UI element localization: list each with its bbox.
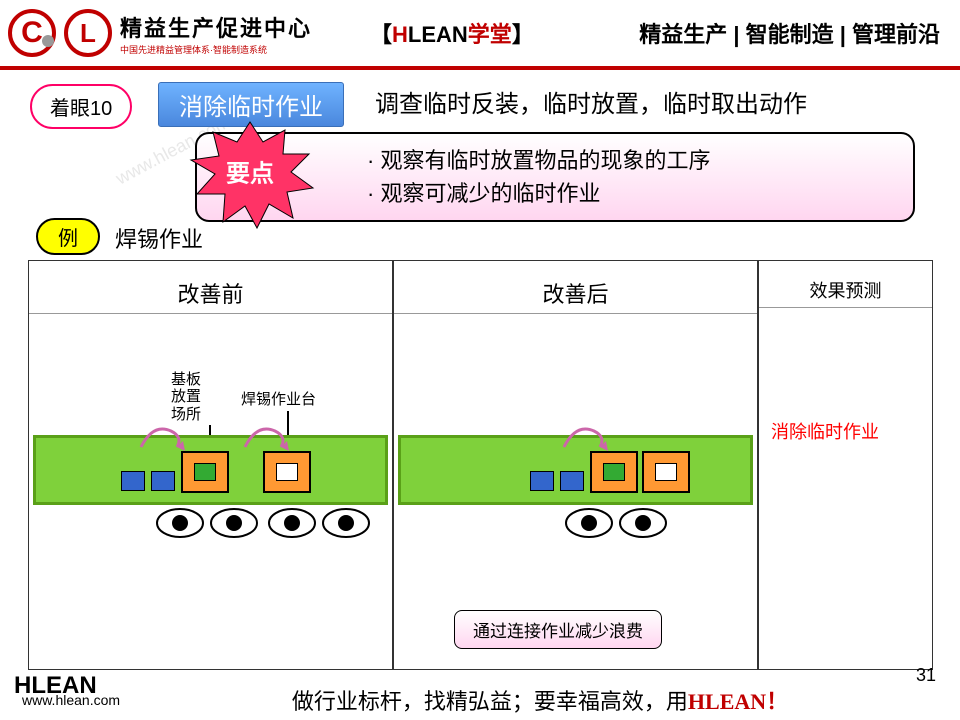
panel-before-title: 改善前 <box>29 261 392 314</box>
eyes-icon <box>267 506 371 540</box>
footer: www.hlean.com 做行业标杆，找精弘益；要幸福高效，用HLEAN！ <box>0 680 960 720</box>
header: C L 精益生产促进中心 中国先进精益管理体系·智能制造系统 【HLEAN学堂】… <box>0 0 960 70</box>
panel-after-title: 改善后 <box>394 261 757 314</box>
keypoint-star-label: 要点 <box>226 156 274 192</box>
panel-after: 改善后 通过连接作业减少浪费 <box>393 260 758 670</box>
small-block-icon <box>121 471 145 491</box>
orange-block-icon <box>642 451 690 493</box>
keypoint-box: 要点 · 观察有临时放置物品的现象的工序 · 观察可减少的临时作业 <box>195 132 915 222</box>
orange-block-icon <box>263 451 311 493</box>
logo-area: C L 精益生产促进中心 中国先进精益管理体系·智能制造系统 <box>0 4 350 62</box>
action-description: 调查临时反装，临时放置，临时取出动作 <box>375 84 807 119</box>
panel-effect: 效果预测 消除临时作业 <box>758 260 933 670</box>
footer-slogan: 做行业标杆，找精弘益；要幸福高效，用HLEAN！ <box>120 684 960 716</box>
orange-block-icon <box>590 451 638 493</box>
small-block-icon <box>560 471 584 491</box>
hlean-badge: 【HLEAN学堂】 <box>370 17 534 49</box>
keypoint-line1: · 观察有临时放置物品的现象的工序 <box>367 144 893 177</box>
eyes-icon <box>564 506 668 540</box>
small-block-icon <box>151 471 175 491</box>
eyes-icon <box>155 506 259 540</box>
footer-url: www.hlean.com <box>22 692 120 708</box>
logo-l-icon: L <box>64 9 112 57</box>
annotation-soldering-station: 焊锡作业台 <box>241 391 316 408</box>
keypoint-star-icon: 要点 <box>175 120 325 230</box>
logo-c-icon: C <box>8 9 56 57</box>
header-tagline: 精益生产 | 智能制造 | 管理前沿 <box>639 17 940 49</box>
block-group <box>121 451 311 493</box>
panel-before: 改善前 基板 放置 场所 焊锡作业台 <box>28 260 393 670</box>
orange-block-icon <box>181 451 229 493</box>
focus-badge: 着眼10 <box>30 84 132 129</box>
logo-subtitle: 中国先进精益管理体系·智能制造系统 <box>120 43 312 56</box>
keypoint-line2: · 观察可减少的临时作业 <box>367 177 893 210</box>
example-badge: 例 <box>36 218 100 255</box>
small-block-icon <box>530 471 554 491</box>
page-number: 31 <box>916 665 936 686</box>
annotation-substrate: 基板 放置 场所 <box>171 371 201 423</box>
after-note: 通过连接作业减少浪费 <box>454 610 662 649</box>
panels: 改善前 基板 放置 场所 焊锡作业台 <box>28 260 933 670</box>
effect-text: 消除临时作业 <box>771 421 901 444</box>
logo-title: 精益生产促进中心 <box>120 11 312 43</box>
example-title: 焊锡作业 <box>115 222 203 254</box>
block-group <box>530 451 690 493</box>
panel-effect-title: 效果预测 <box>759 261 932 308</box>
